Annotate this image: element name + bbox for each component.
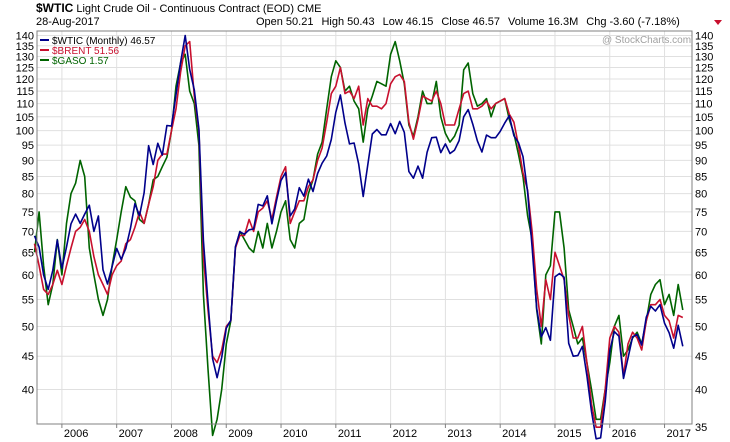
left-tick-label: 40	[22, 385, 34, 397]
x-axis-ticks: 2006 2007 2008 2009 2010 2011 2012 2013 2014 2015…	[61, 424, 691, 440]
x-tick-label: 2014	[502, 428, 526, 440]
x-tick-label: 2008	[173, 428, 197, 440]
left-tick-label: 85	[22, 172, 34, 184]
right-tick-label: 110	[695, 99, 713, 111]
right-tick-label: 105	[695, 112, 713, 124]
right-tick-label: 120	[695, 74, 713, 86]
left-tick-label: 140	[16, 31, 34, 43]
legend-label: $WTIC (Monthly) 46.57	[52, 36, 156, 47]
chart-title: $WTIC Light Crude Oil - Continuous Contra…	[36, 1, 321, 15]
series-line-gaso	[33, 40, 684, 437]
left-tick-label: 70	[22, 226, 34, 238]
left-tick-label: 105	[16, 112, 34, 124]
right-tick-label: 135	[695, 41, 713, 53]
x-tick-label: 2007	[119, 428, 143, 440]
left-tick-label: 60	[22, 270, 34, 282]
high-value: 50.43	[347, 16, 375, 28]
left-tick-label: 50	[22, 321, 34, 333]
right-axis-ticks: 3540455055606570758085909510010511011512…	[695, 31, 713, 435]
x-tick-label: 2017	[667, 428, 691, 440]
right-tick-label: 65	[695, 247, 707, 259]
right-tick-label: 50	[695, 321, 707, 333]
symbol: $WTIC	[36, 1, 74, 15]
volume-value: 16.3M	[548, 16, 579, 28]
right-tick-label: 100	[695, 126, 713, 138]
series-lines	[33, 34, 684, 440]
right-tick-label: 60	[695, 270, 707, 282]
right-tick-label: 55	[695, 295, 707, 307]
low-label: Low	[383, 16, 403, 28]
close-label: Close	[441, 16, 469, 28]
legend: $WTIC (Monthly) 46.57$BRENT 51.56$GASO 1…	[40, 36, 156, 67]
x-tick-label: 2009	[228, 428, 252, 440]
right-tick-label: 125	[695, 63, 713, 75]
series-line-wtic	[33, 34, 684, 440]
left-tick-label: 90	[22, 155, 34, 167]
left-tick-label: 80	[22, 189, 34, 201]
left-tick-label: 45	[22, 351, 34, 363]
open-value: 50.21	[286, 16, 314, 28]
left-tick-label: 125	[16, 63, 34, 75]
left-tick-label: 115	[16, 86, 34, 98]
volume-label: Volume	[508, 16, 545, 28]
close-value: 46.57	[472, 16, 500, 28]
right-tick-label: 130	[695, 51, 713, 63]
x-tick-label: 2015	[557, 428, 581, 440]
x-tick-label: 2016	[612, 428, 636, 440]
low-value: 46.15	[406, 16, 434, 28]
x-tick-label: 2011	[338, 428, 362, 440]
right-tick-label: 75	[695, 207, 707, 219]
right-tick-label: 95	[695, 140, 707, 152]
legend-label: $GASO 1.57	[52, 56, 109, 67]
left-axis-ticks: 4045505560657075808590951001051101151201…	[16, 31, 34, 397]
left-tick-label: 130	[16, 51, 34, 63]
ohlc-readout: Open 50.21 High 50.43 Low 46.15 Close 46.57 Volu…	[256, 16, 680, 28]
right-tick-label: 40	[695, 385, 707, 397]
x-tick-label: 2013	[447, 428, 471, 440]
left-tick-label: 55	[22, 295, 34, 307]
left-tick-label: 75	[22, 207, 34, 219]
down-arrow-icon	[714, 20, 722, 25]
left-tick-label: 120	[16, 74, 34, 86]
series-line-brent	[33, 40, 684, 429]
open-label: Open	[256, 16, 283, 28]
left-tick-label: 65	[22, 247, 34, 259]
right-tick-label: 140	[695, 31, 713, 43]
watermark: @ StockCharts.com	[602, 35, 691, 46]
left-tick-label: 100	[16, 126, 34, 138]
right-tick-label: 45	[695, 351, 707, 363]
right-tick-label: 70	[695, 226, 707, 238]
plot-frame	[36, 30, 693, 425]
left-tick-label: 95	[22, 140, 34, 152]
right-tick-label: 80	[695, 189, 707, 201]
high-label: High	[321, 16, 344, 28]
x-tick-label: 2006	[64, 428, 88, 440]
left-tick-label: 135	[16, 41, 34, 53]
chg-value: -3.60 (-7.18%)	[609, 16, 679, 28]
exchange: CME	[297, 3, 321, 15]
chg-label: Chg	[586, 16, 606, 28]
legend-label: $BRENT 51.56	[52, 46, 120, 57]
right-tick-label: 115	[695, 86, 713, 98]
left-tick-label: 110	[16, 99, 34, 111]
chart-date: 28-Aug-2017	[36, 16, 100, 28]
right-tick-label: 35	[695, 422, 707, 434]
instrument-name: Light Crude Oil - Continuous Contract (E…	[76, 3, 294, 15]
right-tick-label: 90	[695, 155, 707, 167]
x-tick-label: 2012	[393, 428, 417, 440]
x-tick-label: 2010	[283, 428, 307, 440]
right-tick-label: 85	[695, 172, 707, 184]
